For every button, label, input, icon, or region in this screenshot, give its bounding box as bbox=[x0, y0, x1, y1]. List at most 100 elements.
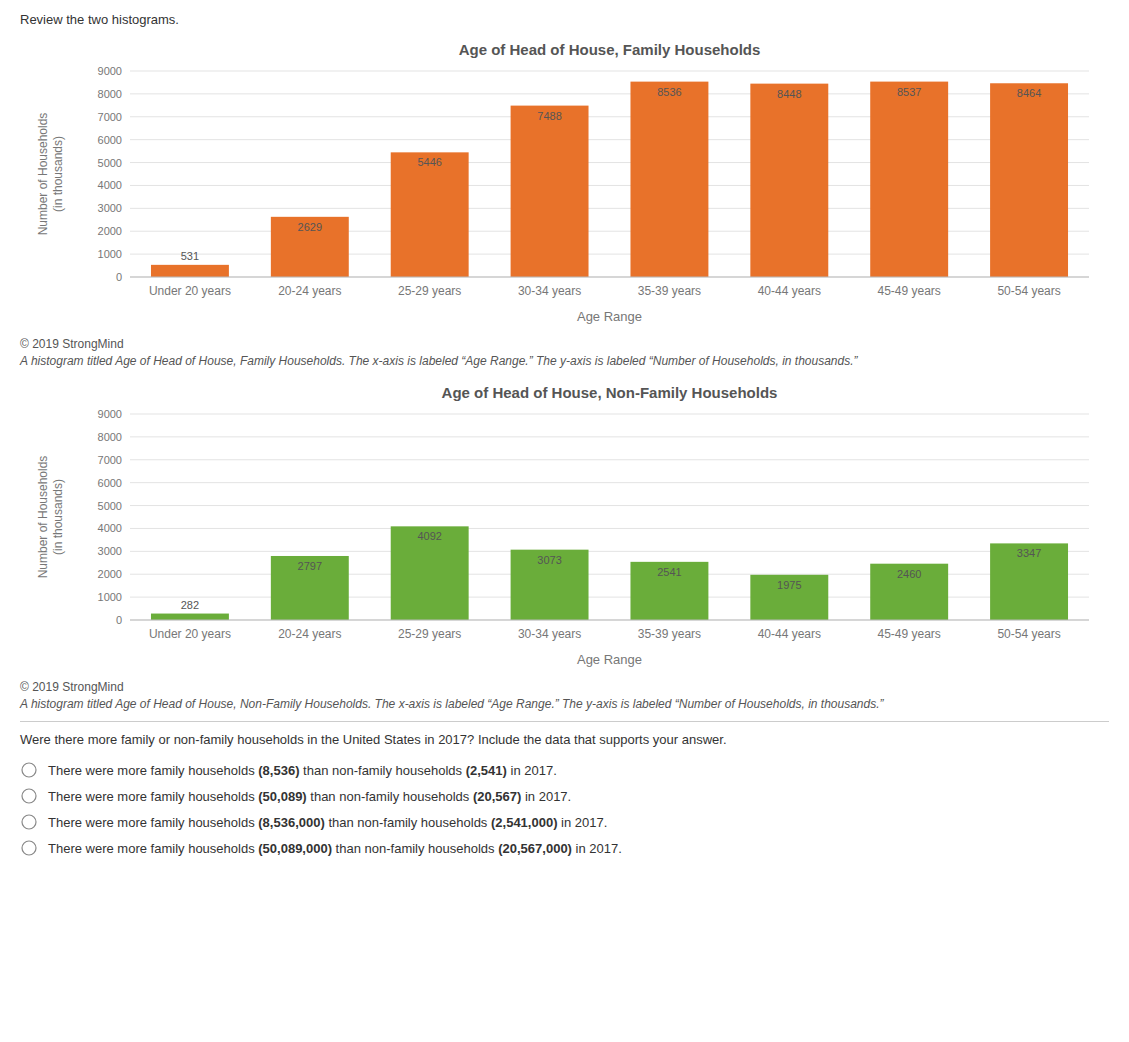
y-axis-label: Number of Households(in thousands) bbox=[36, 456, 65, 579]
y-tick-label: 5000 bbox=[98, 157, 122, 169]
y-tick-label: 5000 bbox=[98, 500, 122, 512]
option: There were more family households (8,536… bbox=[20, 757, 1109, 783]
option-text: than non-family households bbox=[299, 763, 465, 778]
y-tick-label: 7000 bbox=[98, 454, 122, 466]
x-tick-label: 50-54 years bbox=[997, 627, 1060, 641]
bar bbox=[271, 217, 349, 277]
grid-line bbox=[130, 277, 1089, 278]
y-tick-label: 4000 bbox=[98, 179, 122, 191]
radio-button[interactable] bbox=[20, 761, 38, 779]
chart-title: Age of Head of House, Family Households bbox=[459, 41, 761, 58]
copyright: © 2019 StrongMind bbox=[20, 337, 1109, 351]
x-axis-label: Age Range bbox=[577, 309, 642, 324]
radio-button[interactable] bbox=[20, 839, 38, 857]
data-label: 4092 bbox=[417, 530, 441, 542]
data-label: 8536 bbox=[657, 86, 681, 98]
option-text: in 2017. bbox=[507, 763, 557, 778]
option-emphasis: (50,089,000) bbox=[258, 841, 332, 856]
option-emphasis: (20,567) bbox=[473, 789, 521, 804]
x-tick-label: 45-49 years bbox=[878, 627, 941, 641]
grid-line bbox=[130, 482, 1089, 483]
y-tick-label: 0 bbox=[116, 614, 122, 626]
option-emphasis: (2,541) bbox=[466, 763, 507, 778]
bar bbox=[990, 543, 1068, 620]
data-label: 2629 bbox=[298, 221, 322, 233]
data-label: 2797 bbox=[298, 560, 322, 572]
intro-text: Review the two histograms. bbox=[20, 12, 1109, 27]
grid-line bbox=[130, 71, 1089, 72]
option-emphasis: (20,567,000) bbox=[498, 841, 572, 856]
y-tick-label: 3000 bbox=[98, 545, 122, 557]
chart: Age of Head of House, Non-Family Househo… bbox=[20, 378, 1109, 678]
grid-line bbox=[130, 528, 1089, 529]
option-emphasis: (2,541,000) bbox=[491, 815, 558, 830]
radio-circle[interactable] bbox=[22, 789, 36, 803]
x-tick-label: 40-44 years bbox=[758, 627, 821, 641]
bar bbox=[990, 83, 1068, 277]
radio-circle[interactable] bbox=[22, 841, 36, 855]
x-tick-label: 20-24 years bbox=[278, 284, 341, 298]
y-tick-label: 6000 bbox=[98, 477, 122, 489]
caption: © 2019 StrongMindA histogram titled Age … bbox=[20, 680, 1109, 711]
grid-line bbox=[130, 436, 1089, 437]
y-tick-label: 9000 bbox=[98, 65, 122, 77]
data-label: 3347 bbox=[1017, 547, 1041, 559]
option-text: than non-family households bbox=[332, 841, 498, 856]
x-tick-label: 35-39 years bbox=[638, 627, 701, 641]
chart-svg: Age of Head of House, Non-Family Househo… bbox=[20, 378, 1109, 678]
option-emphasis: (8,536) bbox=[258, 763, 299, 778]
x-tick-label: 35-39 years bbox=[638, 284, 701, 298]
data-label: 8448 bbox=[777, 88, 801, 100]
radio-button[interactable] bbox=[20, 787, 38, 805]
x-axis-line bbox=[130, 277, 1089, 278]
y-tick-label: 4000 bbox=[98, 522, 122, 534]
bars bbox=[151, 526, 1068, 620]
grid-line bbox=[130, 459, 1089, 460]
x-tick-label: 50-54 years bbox=[997, 284, 1060, 298]
data-label: 7488 bbox=[537, 110, 561, 122]
y-tick-label: 3000 bbox=[98, 202, 122, 214]
bar bbox=[151, 265, 229, 277]
chart: Age of Head of House, Family Households 0… bbox=[20, 35, 1109, 335]
data-label: 8537 bbox=[897, 86, 921, 98]
y-axis-label: Number of Households(in thousands) bbox=[36, 113, 65, 236]
x-axis-label: Age Range bbox=[577, 652, 642, 667]
y-tick-label: 8000 bbox=[98, 88, 122, 100]
separator bbox=[20, 721, 1109, 722]
y-tick-label: 1000 bbox=[98, 248, 122, 260]
bar bbox=[630, 562, 708, 620]
y-tick-label: 0 bbox=[116, 271, 122, 283]
radio-circle[interactable] bbox=[22, 763, 36, 777]
y-tick-label: 7000 bbox=[98, 111, 122, 123]
option: There were more family households (50,08… bbox=[20, 835, 1109, 861]
data-label: 3073 bbox=[537, 554, 561, 566]
x-tick-label: 30-34 years bbox=[518, 627, 581, 641]
bar bbox=[391, 152, 469, 277]
bar bbox=[511, 106, 589, 277]
bars bbox=[151, 82, 1068, 277]
data-label: 8464 bbox=[1017, 87, 1041, 99]
data-label: 531 bbox=[181, 250, 199, 262]
y-tick-label: 8000 bbox=[98, 431, 122, 443]
grid-line bbox=[130, 505, 1089, 506]
x-tick-label: Under 20 years bbox=[149, 627, 231, 641]
alt-text: A histogram titled Age of Head of House,… bbox=[20, 697, 1109, 711]
bar bbox=[750, 84, 828, 277]
y-tick-label: 6000 bbox=[98, 134, 122, 146]
y-tick-label: 2000 bbox=[98, 568, 122, 580]
option-text: in 2017. bbox=[557, 815, 607, 830]
y-tick-label: 9000 bbox=[98, 408, 122, 420]
grid-line bbox=[130, 414, 1089, 415]
y-tick-label: 1000 bbox=[98, 591, 122, 603]
radio-button[interactable] bbox=[20, 813, 38, 831]
y-tick-label: 2000 bbox=[98, 225, 122, 237]
grid-line bbox=[130, 620, 1089, 621]
option-text: in 2017. bbox=[572, 841, 622, 856]
radio-circle[interactable] bbox=[22, 815, 36, 829]
option-text: There were more family households bbox=[48, 815, 258, 830]
data-label: 282 bbox=[181, 599, 199, 611]
option-text: There were more family households bbox=[48, 789, 258, 804]
x-axis-line bbox=[130, 620, 1089, 621]
option-text: There were more family households bbox=[48, 841, 258, 856]
grid-line bbox=[130, 551, 1089, 552]
